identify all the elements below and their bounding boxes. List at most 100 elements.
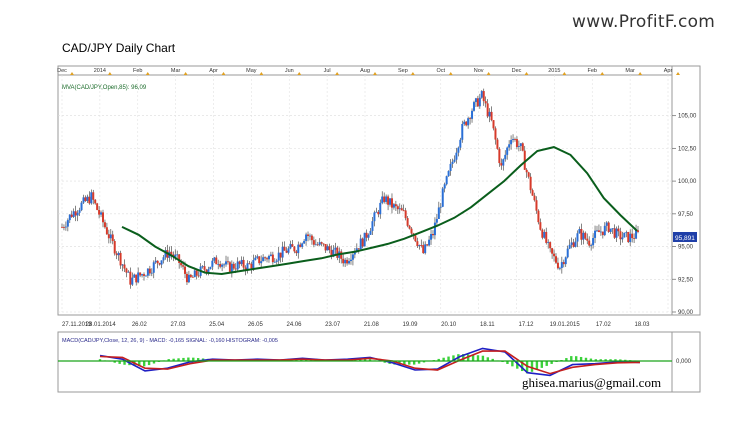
candle-body [217, 264, 220, 265]
y-tick-label: 100,00 [678, 179, 697, 185]
candle-body [271, 254, 274, 263]
macd-histogram-bar [579, 356, 583, 361]
candle-body [562, 262, 565, 265]
macd-axis [671, 331, 701, 393]
candle-body [625, 231, 628, 233]
candle-body [607, 222, 610, 232]
candle-body [226, 261, 229, 263]
candle-body [435, 218, 438, 223]
candle-body [109, 234, 112, 239]
event-marker [145, 72, 150, 75]
candle-body [428, 239, 431, 246]
candle-body [215, 257, 218, 265]
candle-body [482, 91, 485, 102]
candle-body [353, 252, 356, 255]
candle-body [394, 204, 397, 207]
candle-body [277, 252, 280, 261]
top-axis-label: Mar [625, 68, 635, 74]
candle-body [287, 248, 290, 253]
candle-body [164, 250, 167, 258]
candle-body [228, 262, 231, 272]
candle-body [137, 272, 140, 283]
candle-body [531, 190, 534, 196]
bottom-axis-label: 17.02 [596, 322, 612, 328]
bottom-axis-label: 18.11 [480, 322, 495, 328]
top-axis-label: Feb [133, 68, 142, 74]
candle-body [459, 139, 462, 148]
current-value-box [673, 232, 697, 242]
candle-body [615, 228, 618, 238]
candle-body [549, 242, 552, 249]
candle-body [613, 228, 616, 238]
candle-body [82, 197, 85, 203]
candle-body [558, 267, 561, 269]
candle-body [617, 228, 620, 232]
candle-body [230, 263, 233, 272]
candle-body [86, 196, 89, 201]
bottom-axis-label: 24.06 [286, 322, 302, 328]
macd-histogram-bar [295, 359, 298, 361]
candle-body [148, 268, 151, 274]
candle-body [301, 243, 304, 247]
event-marker [676, 72, 680, 75]
top-axis-label: Apr [664, 68, 673, 74]
candle-body [441, 188, 444, 207]
macd-histogram-bar [506, 361, 509, 364]
top-axis-label: Nov [474, 68, 484, 74]
top-axis-label: Jun [285, 68, 294, 74]
candle-body [443, 184, 446, 189]
y-tick-label: 92,50 [678, 277, 694, 283]
macd-histogram-bar [368, 359, 372, 361]
macd-histogram-bar [172, 358, 175, 361]
candle-body [291, 244, 294, 247]
candle-body [344, 259, 347, 264]
candle-body [80, 202, 83, 211]
candle-body [572, 242, 575, 247]
candle-body [62, 227, 65, 228]
candle-body [209, 266, 212, 270]
candle-body [98, 209, 101, 215]
candle-body [361, 238, 364, 247]
candle-body [494, 128, 497, 140]
candle-body [389, 198, 392, 205]
candle-body [478, 97, 481, 107]
candle-body [476, 98, 479, 107]
candle-body [197, 275, 200, 277]
candle-body [584, 232, 587, 239]
candle-body [517, 146, 520, 148]
macd-histogram-bar [520, 361, 524, 372]
candle-body [232, 263, 235, 269]
candle-body [244, 267, 247, 271]
candle-body [326, 246, 329, 251]
candle-body [115, 253, 118, 256]
candle-body [160, 260, 163, 265]
macd-histogram-bar [142, 361, 146, 367]
candle-body [250, 263, 253, 269]
candle-body [285, 250, 288, 253]
macd-histogram-bar [511, 361, 514, 367]
candle-body [379, 202, 382, 215]
candle-body [303, 240, 306, 244]
candle-body [193, 270, 196, 278]
candle-body [439, 206, 442, 208]
candle-body [390, 198, 393, 208]
candle-body [519, 143, 522, 147]
macd-label: MACD(CAD/JPY,Close, 12, 26, 9) - MACD: -… [62, 338, 278, 344]
macd-histogram-bar [574, 356, 578, 361]
macd-histogram-bar [358, 359, 362, 361]
candle-body [406, 218, 409, 226]
candle-body [318, 242, 321, 245]
candle-body [408, 225, 411, 229]
candle-body [420, 245, 423, 246]
top-axis-label: Aug [360, 68, 370, 74]
candle-body [221, 264, 224, 267]
candle-body [295, 251, 298, 254]
candle-body [74, 211, 77, 216]
candle-body [94, 199, 97, 204]
y-axis-labels: 105,00 102,50 100,00 97,50 95,00 92,50 90,00 [678, 114, 697, 316]
candle-body [84, 197, 87, 201]
candle-body [433, 222, 436, 236]
top-axis-label: Jul [324, 68, 331, 74]
candle-body [248, 263, 251, 265]
